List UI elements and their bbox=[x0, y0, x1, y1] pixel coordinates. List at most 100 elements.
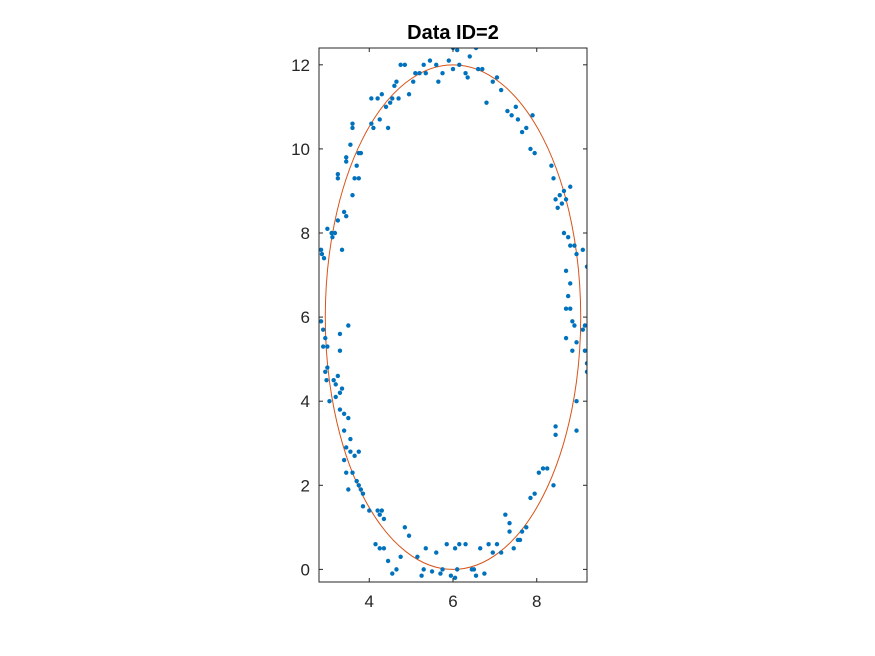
data-point bbox=[551, 483, 556, 488]
data-point bbox=[475, 66, 481, 72]
data-point bbox=[532, 491, 537, 496]
data-point bbox=[354, 478, 359, 484]
data-point bbox=[323, 369, 328, 374]
data-point bbox=[333, 382, 338, 387]
data-point bbox=[379, 92, 385, 97]
data-point bbox=[572, 323, 577, 328]
axes bbox=[318, 47, 588, 583]
data-point bbox=[440, 71, 445, 76]
y-tick-label: 2 bbox=[301, 476, 310, 495]
x-tick-label: 4 bbox=[365, 592, 374, 611]
data-point bbox=[549, 163, 554, 168]
data-point bbox=[498, 550, 504, 555]
data-point bbox=[509, 113, 514, 118]
chart-title: Data ID=2 bbox=[407, 22, 499, 44]
data-point bbox=[332, 230, 338, 236]
data-point bbox=[532, 150, 537, 156]
fitted-ellipse bbox=[324, 64, 582, 570]
data-point bbox=[360, 491, 366, 496]
data-point bbox=[565, 235, 571, 240]
data-point bbox=[511, 546, 516, 551]
data-point bbox=[344, 213, 349, 219]
data-point bbox=[450, 66, 456, 72]
data-point bbox=[385, 125, 391, 131]
y-tick-label: 12 bbox=[291, 56, 310, 75]
data-point bbox=[494, 75, 500, 80]
data-point bbox=[568, 281, 573, 286]
data-point bbox=[561, 230, 567, 236]
data-point bbox=[320, 344, 326, 349]
data-point bbox=[429, 569, 435, 574]
data-point bbox=[469, 567, 475, 572]
data-point bbox=[344, 155, 349, 160]
data-point bbox=[574, 428, 579, 433]
y-tick-label: 6 bbox=[301, 308, 310, 327]
data-point bbox=[335, 171, 341, 177]
y-tick-label: 10 bbox=[291, 140, 310, 159]
data-point bbox=[333, 394, 338, 400]
data-point bbox=[572, 243, 577, 248]
data-point bbox=[341, 411, 347, 417]
y-tick-label: 0 bbox=[301, 560, 310, 579]
data-point bbox=[503, 512, 508, 517]
data-point bbox=[339, 386, 345, 391]
data-point bbox=[490, 79, 495, 84]
data-point bbox=[375, 96, 380, 101]
data-point bbox=[584, 361, 587, 366]
data-point bbox=[335, 218, 341, 223]
data-point bbox=[563, 306, 569, 311]
data-point bbox=[394, 567, 399, 572]
data-point bbox=[369, 96, 374, 101]
data-point bbox=[540, 466, 546, 471]
data-point bbox=[396, 96, 401, 101]
data-point bbox=[528, 495, 533, 501]
data-point bbox=[507, 520, 512, 526]
data-point bbox=[381, 546, 387, 551]
data-point bbox=[348, 449, 353, 454]
data-point bbox=[536, 470, 542, 475]
data-point bbox=[582, 323, 587, 328]
data-point bbox=[319, 247, 324, 253]
data-point bbox=[574, 251, 579, 257]
data-point bbox=[375, 508, 380, 513]
data-point bbox=[568, 306, 573, 311]
data-point bbox=[494, 541, 500, 547]
data-point bbox=[519, 529, 525, 534]
data-point bbox=[524, 525, 529, 530]
data-point bbox=[392, 83, 397, 89]
data-point bbox=[369, 121, 374, 126]
data-point bbox=[440, 567, 445, 572]
data-point bbox=[385, 558, 391, 564]
data-point bbox=[337, 348, 343, 353]
data-point bbox=[444, 541, 449, 547]
data-point bbox=[387, 100, 393, 105]
data-point bbox=[563, 335, 569, 341]
data-point bbox=[568, 243, 573, 248]
data-point bbox=[350, 121, 355, 126]
data-point bbox=[519, 129, 525, 135]
data-point bbox=[344, 470, 349, 475]
data-point bbox=[570, 348, 575, 353]
data-point bbox=[348, 142, 353, 147]
data-point bbox=[330, 235, 335, 240]
data-point bbox=[350, 125, 355, 131]
data-point bbox=[574, 340, 579, 345]
data-point bbox=[473, 573, 479, 578]
data-point bbox=[324, 377, 329, 383]
data-point bbox=[417, 71, 422, 76]
data-point bbox=[434, 62, 439, 68]
data-point bbox=[323, 335, 328, 341]
data-point bbox=[390, 571, 395, 576]
data-point bbox=[561, 188, 567, 194]
data-point bbox=[411, 79, 416, 84]
data-point bbox=[406, 533, 412, 538]
data-point bbox=[325, 365, 330, 370]
data-point bbox=[448, 573, 454, 578]
data-point bbox=[337, 390, 343, 395]
data-point bbox=[463, 541, 468, 547]
data-point bbox=[352, 453, 357, 459]
data-point bbox=[402, 62, 408, 68]
data-point bbox=[580, 327, 586, 332]
data-point bbox=[570, 319, 575, 324]
